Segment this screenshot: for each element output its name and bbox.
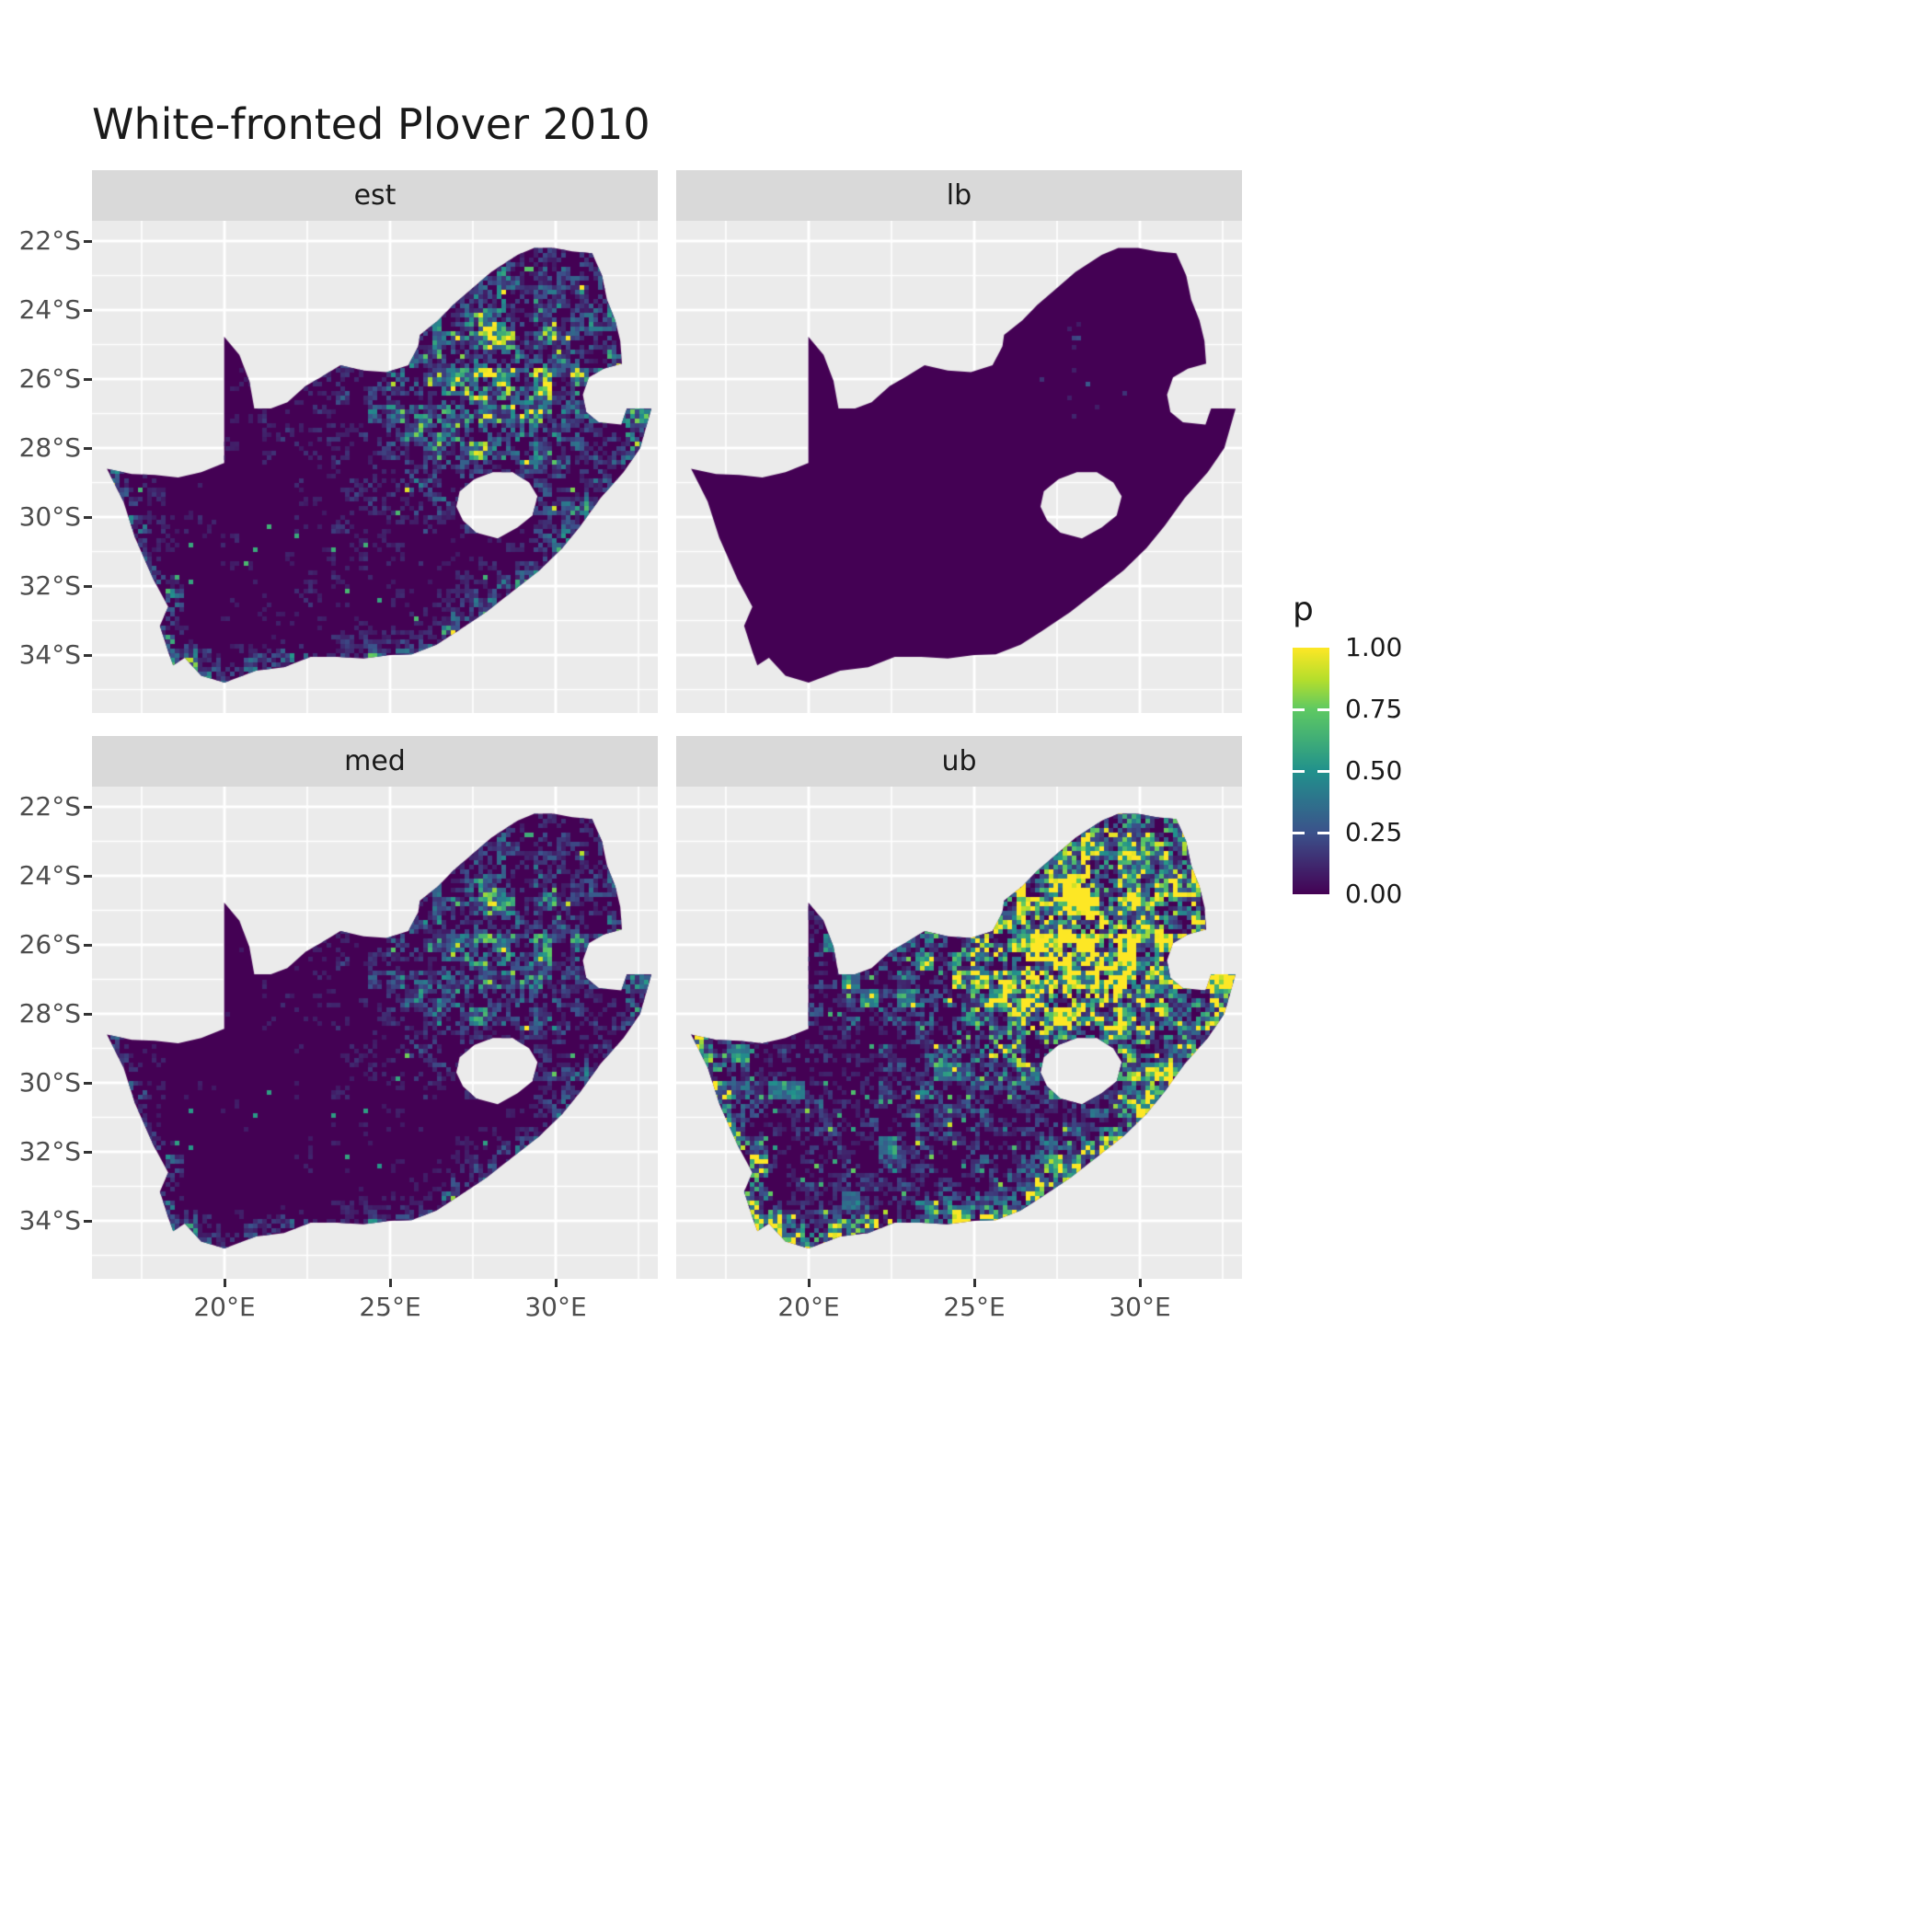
axis-tick [84,585,92,588]
axis-tick [84,944,92,947]
x-axis-label: 30°E [1109,1292,1171,1322]
y-axis-label: 24°S [18,860,81,891]
axis-tick [84,1082,92,1085]
axis-tick [84,378,92,381]
map-panel-ub [676,787,1242,1279]
y-axis-label: 22°S [18,791,81,822]
legend-label: 0.25 [1345,817,1403,847]
y-axis-label: 34°S [18,639,81,670]
legend-title: p [1293,591,1314,628]
map-panel-est [92,221,658,713]
legend-tick [1317,769,1329,773]
x-axis-label: 25°E [359,1292,421,1322]
y-axis-label: 28°S [18,998,81,1029]
y-axis-label: 30°S [18,501,81,532]
axis-tick [84,654,92,657]
legend-tick [1293,769,1305,773]
y-axis-label: 24°S [18,294,81,325]
y-axis-label: 34°S [18,1205,81,1236]
legend-tick [1293,707,1305,711]
axis-tick [84,447,92,450]
facet-strip-est: est [92,170,658,221]
facet-label-med: med [344,745,406,777]
facet-strip-lb: lb [676,170,1242,221]
axis-tick [84,806,92,809]
chart-title: White-fronted Plover 2010 [92,99,650,149]
axis-tick [555,1279,558,1287]
axis-tick [84,1151,92,1154]
y-axis-label: 32°S [18,1136,81,1167]
y-axis-label: 32°S [18,570,81,601]
axis-tick [808,1279,811,1287]
y-axis-label: 22°S [18,225,81,256]
axis-tick [84,309,92,312]
axis-tick [973,1279,976,1287]
axis-tick [1139,1279,1142,1287]
facet-label-lb: lb [946,179,972,212]
facet-label-est: est [353,179,397,212]
legend-tick [1317,707,1329,711]
axis-tick [224,1279,226,1287]
legend-tick [1293,831,1305,834]
axis-tick [389,1279,392,1287]
facet-label-ub: ub [941,745,977,777]
map-panel-lb [676,221,1242,713]
x-axis-label: 25°E [943,1292,1006,1322]
legend-label: 1.00 [1345,632,1403,662]
axis-tick [84,875,92,878]
axis-tick [84,1220,92,1223]
axis-tick [84,1013,92,1016]
facet-strip-ub: ub [676,736,1242,787]
x-axis-label: 20°E [193,1292,256,1322]
axis-tick [84,240,92,243]
map-panel-med [92,787,658,1279]
legend-tick [1317,831,1329,834]
axis-tick [84,516,92,519]
y-axis-label: 26°S [18,363,81,394]
legend-label: 0.00 [1345,879,1403,909]
facet-strip-med: med [92,736,658,787]
legend-label: 0.50 [1345,755,1403,786]
y-axis-label: 26°S [18,929,81,960]
x-axis-label: 30°E [524,1292,587,1322]
y-axis-label: 28°S [18,432,81,463]
legend-label: 0.75 [1345,694,1403,724]
x-axis-label: 20°E [777,1292,840,1322]
y-axis-label: 30°S [18,1067,81,1098]
